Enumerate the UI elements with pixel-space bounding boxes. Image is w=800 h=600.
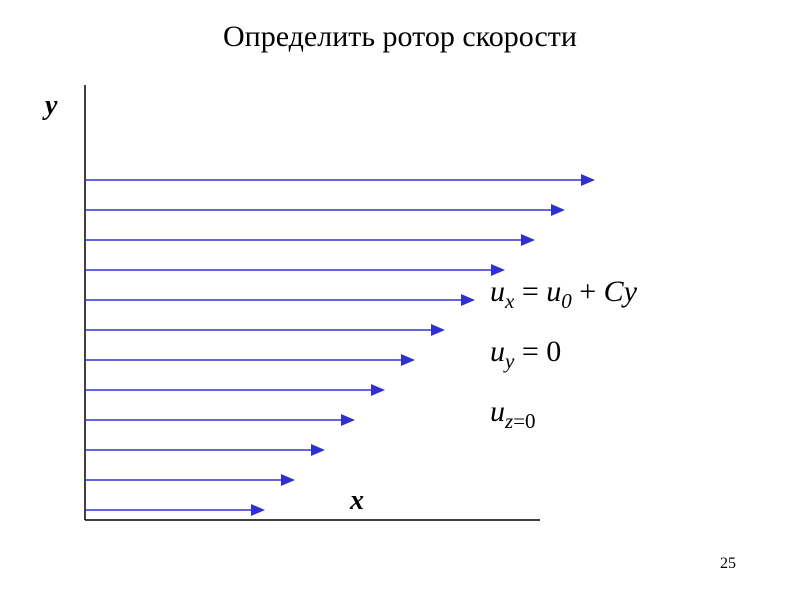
equation-uy: uy = 0 bbox=[490, 335, 561, 374]
equation-uz: uz=0 bbox=[490, 395, 536, 434]
velocity-field-plot bbox=[0, 0, 800, 600]
page-number: 25 bbox=[720, 555, 736, 573]
equation-ux: ux = u0 + Cy bbox=[490, 275, 637, 314]
